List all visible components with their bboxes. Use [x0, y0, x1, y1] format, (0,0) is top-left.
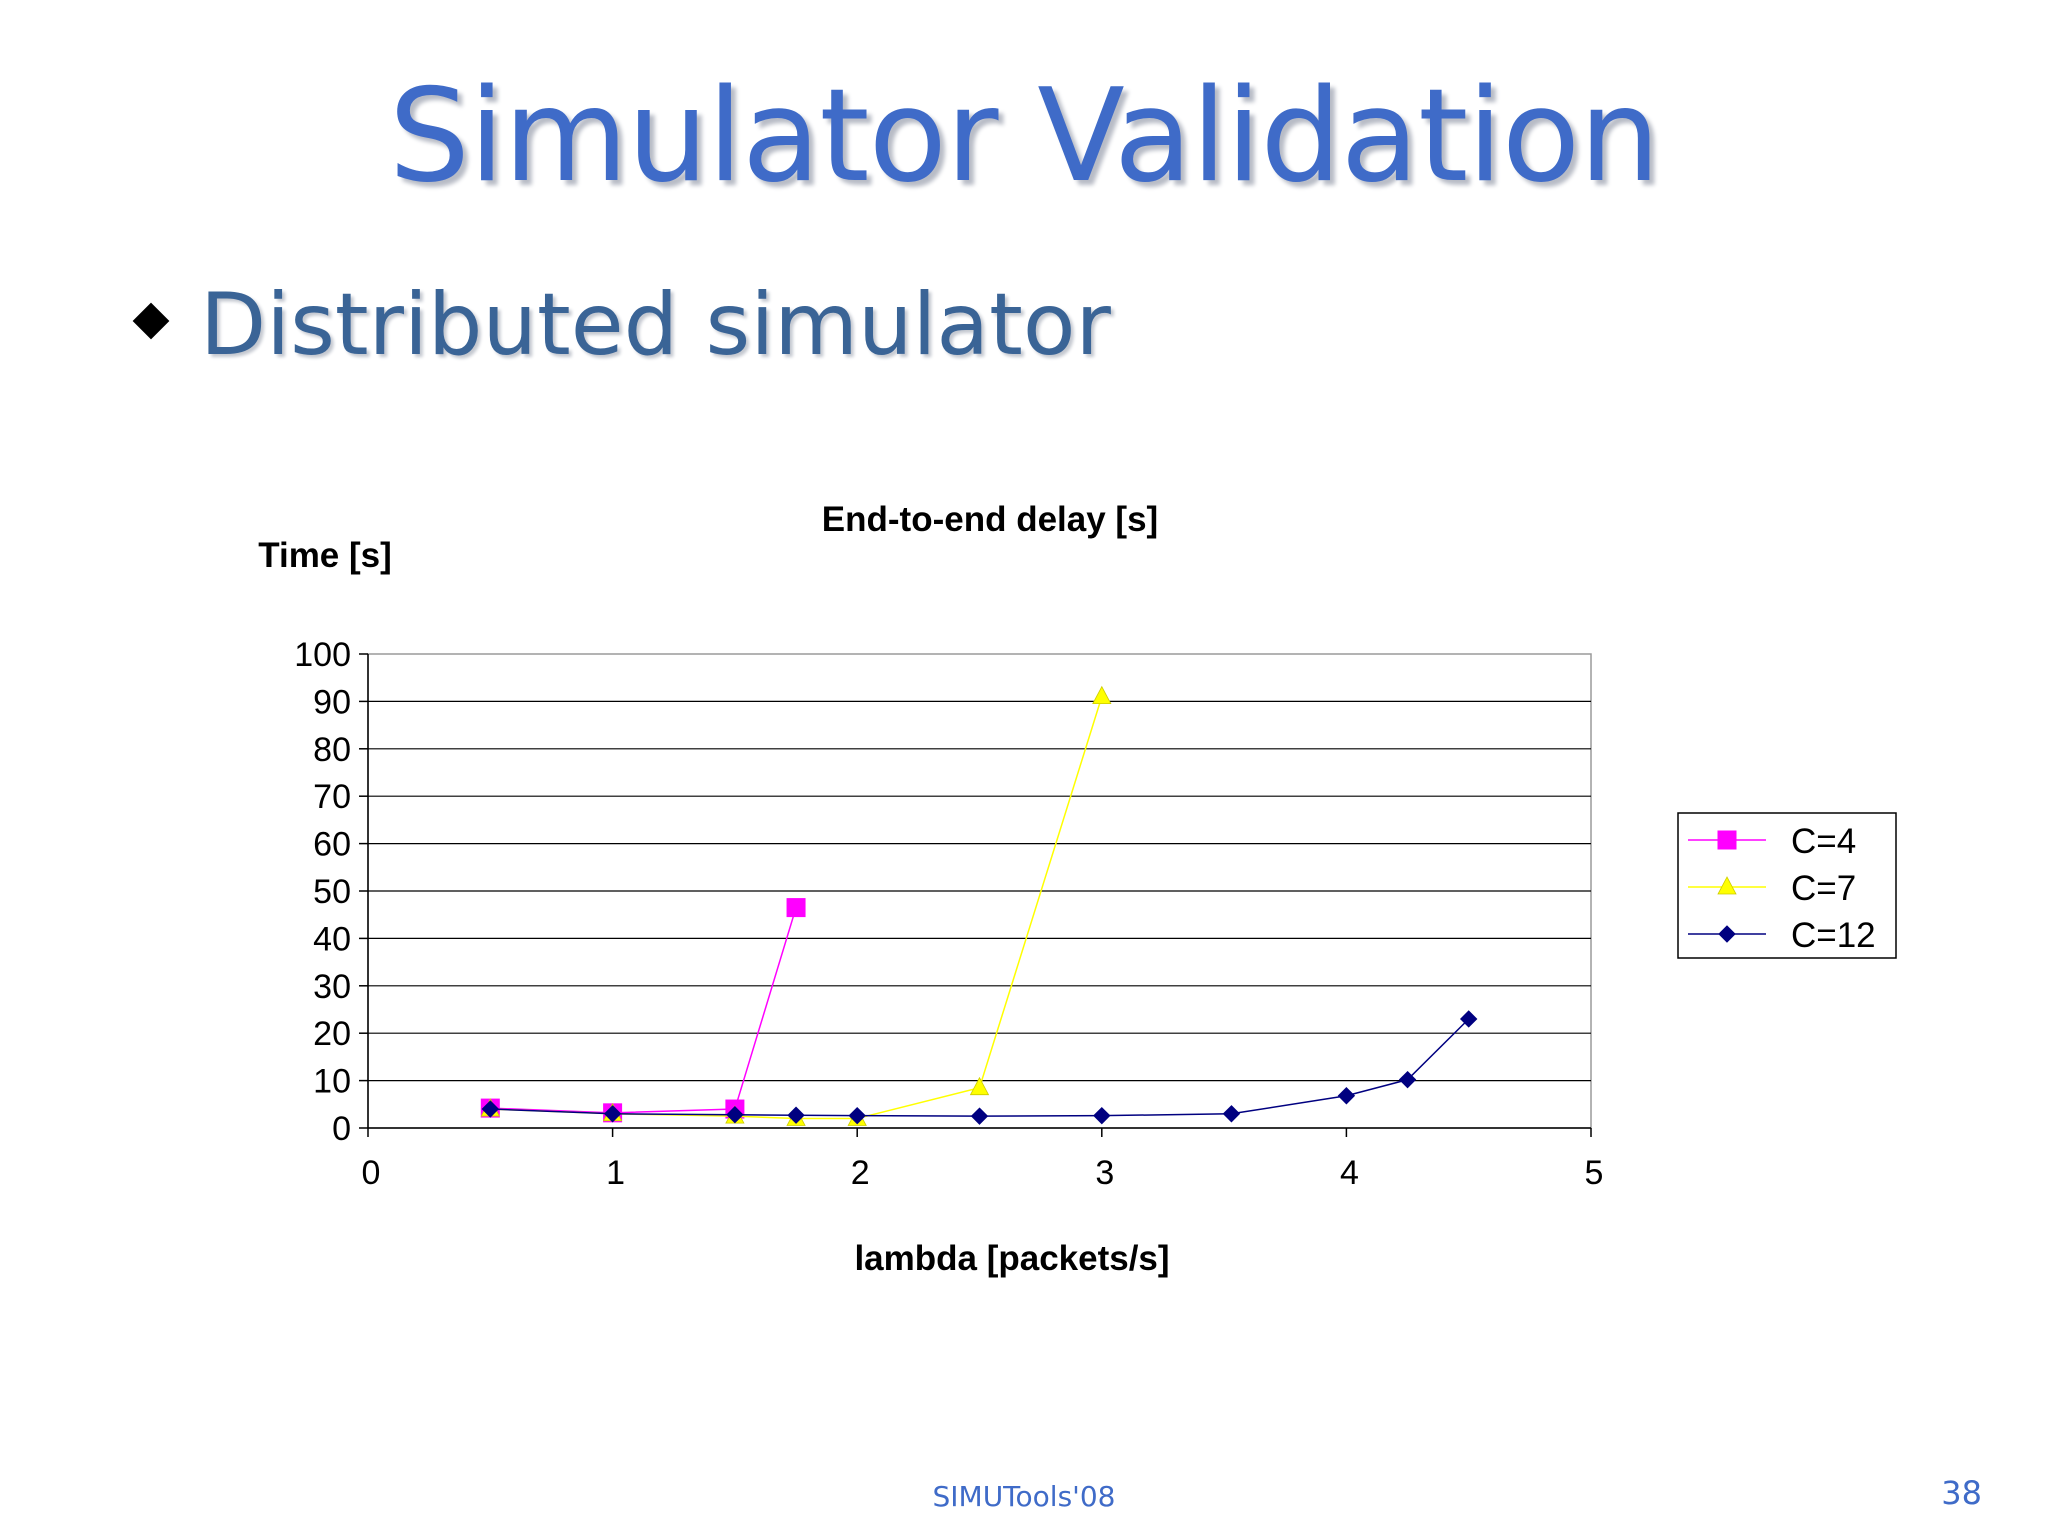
y-tick-label: 60	[313, 826, 351, 864]
y-tick-label: 100	[294, 636, 351, 674]
page-number: 38	[1941, 1474, 1982, 1512]
footer-text: SIMUTools'08	[932, 1480, 1116, 1513]
x-tick-label: 5	[1585, 1154, 1604, 1192]
data-point	[1092, 685, 1112, 705]
y-tick-label: 0	[332, 1110, 351, 1148]
x-tick-label: 1	[606, 1154, 625, 1192]
legend-item: C=7	[1688, 869, 1856, 908]
gridlines	[367, 653, 1592, 1129]
y-tick-label: 80	[313, 731, 351, 769]
chart-title: End-to-end delay [s]	[822, 500, 1158, 539]
y-tick-label: 20	[313, 1015, 351, 1053]
data-point	[848, 1106, 866, 1125]
y-tick-label: 70	[313, 778, 351, 816]
line-chart: End-to-end delay [s] Time [s] lambda [pa…	[258, 500, 1897, 1278]
x-tick-label: 4	[1340, 1154, 1359, 1192]
axes: 0 10 20 30 40 50 60 70 80 90 100 0 1 2 3 4 5	[294, 636, 1603, 1192]
y-tick-label: 50	[313, 873, 351, 911]
legend-label: C=12	[1791, 916, 1876, 955]
data-point	[787, 1106, 805, 1124]
legend: C=4 C=7 C=12	[1677, 812, 1897, 959]
data-point	[603, 1105, 622, 1123]
data-point	[481, 1100, 500, 1118]
data-point	[1093, 1106, 1111, 1125]
legend-marker	[1717, 830, 1737, 850]
data-point	[1398, 1070, 1417, 1089]
data-point	[969, 1076, 990, 1096]
series-line	[490, 907, 797, 1114]
data-point	[970, 1107, 989, 1125]
series-C=12	[481, 1010, 1478, 1125]
data-point	[1459, 1010, 1478, 1028]
data-point	[726, 1106, 744, 1124]
y-tick-label: 90	[313, 683, 351, 721]
legend-label: C=7	[1791, 869, 1856, 908]
legend-label: C=4	[1791, 822, 1856, 861]
series-group	[480, 685, 1478, 1126]
y-tick-label: 30	[313, 968, 351, 1006]
y-axis-label: Time [s]	[258, 536, 392, 575]
data-point	[1337, 1087, 1356, 1105]
series-C=4	[480, 898, 806, 1123]
data-point	[1222, 1105, 1241, 1123]
bullet-text: Distributed simulator	[200, 275, 1111, 375]
data-point	[786, 898, 806, 918]
y-tick-label: 10	[313, 1063, 351, 1101]
legend-marker	[1717, 876, 1737, 895]
x-axis-label: lambda [packets/s]	[854, 1239, 1169, 1278]
x-tick-label: 3	[1095, 1154, 1114, 1192]
y-tick-label: 40	[313, 920, 351, 958]
legend-item: C=4	[1688, 822, 1856, 861]
legend-marker	[1718, 925, 1736, 943]
x-tick-label: 0	[362, 1154, 381, 1192]
slide-title: Simulator Validation	[388, 62, 1661, 211]
legend-item: C=12	[1688, 916, 1876, 955]
x-tick-label: 2	[851, 1154, 870, 1192]
